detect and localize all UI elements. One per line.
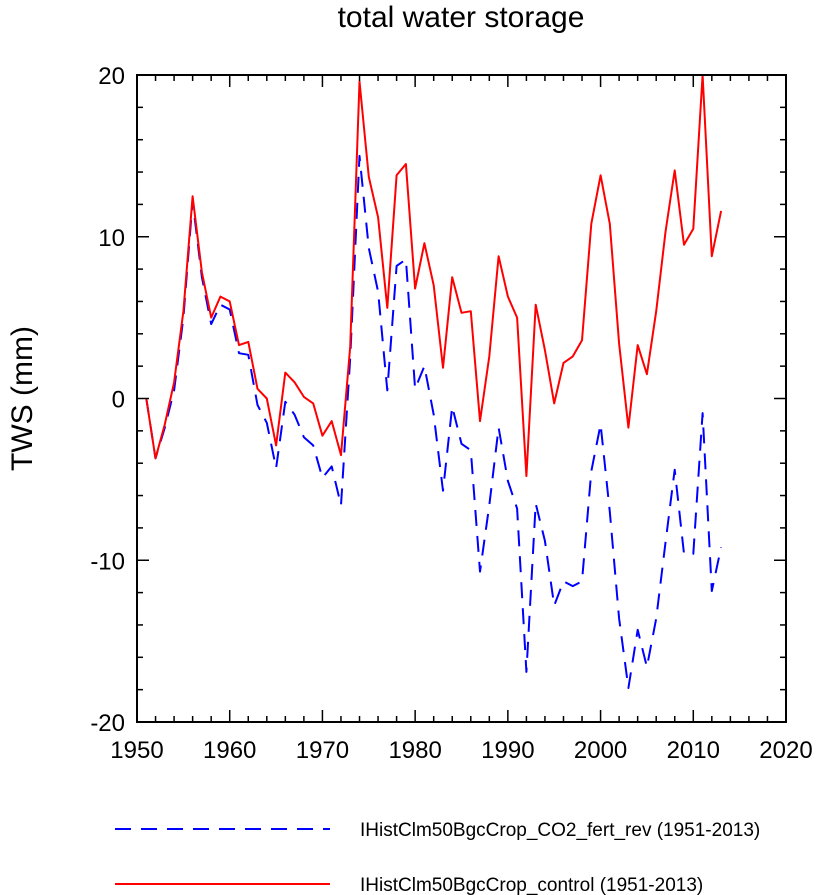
x-tick-label: 2020: [759, 737, 812, 764]
legend: IHistClm50BgcCrop_CO2_fert_rev (1951-201…: [115, 820, 760, 895]
series-line-1: [145, 154, 723, 689]
series-layer: [145, 74, 723, 689]
x-tick-label: 1950: [110, 737, 163, 764]
x-tick-label: 1970: [296, 737, 349, 764]
series-line-2: [145, 74, 723, 478]
legend-label-2: IHistClm50BgcCrop_control (1951-2013): [360, 875, 703, 895]
x-tick-label: 1990: [481, 737, 534, 764]
y-tick-label: 20: [98, 63, 125, 90]
x-axis: 1950 1960 1970 1980 1990 2000 2010 2020: [110, 75, 813, 764]
y-axis-label: TWS (mm): [6, 326, 39, 471]
chart-title: total water storage: [338, 1, 585, 34]
y-tick-label: -10: [90, 548, 125, 575]
y-axis: -20 -10 0 10 20: [90, 63, 786, 737]
x-tick-label: 1960: [203, 737, 256, 764]
x-tick-label: 2010: [667, 737, 720, 764]
x-tick-label: 1980: [388, 737, 441, 764]
y-tick-label: 0: [112, 387, 125, 414]
legend-label-1: IHistClm50BgcCrop_CO2_fert_rev (1951-201…: [360, 820, 760, 841]
plot-frame: [136, 74, 787, 723]
y-tick-label: 10: [98, 225, 125, 252]
y-tick-label: -20: [90, 710, 125, 737]
x-tick-label: 2000: [574, 737, 627, 764]
